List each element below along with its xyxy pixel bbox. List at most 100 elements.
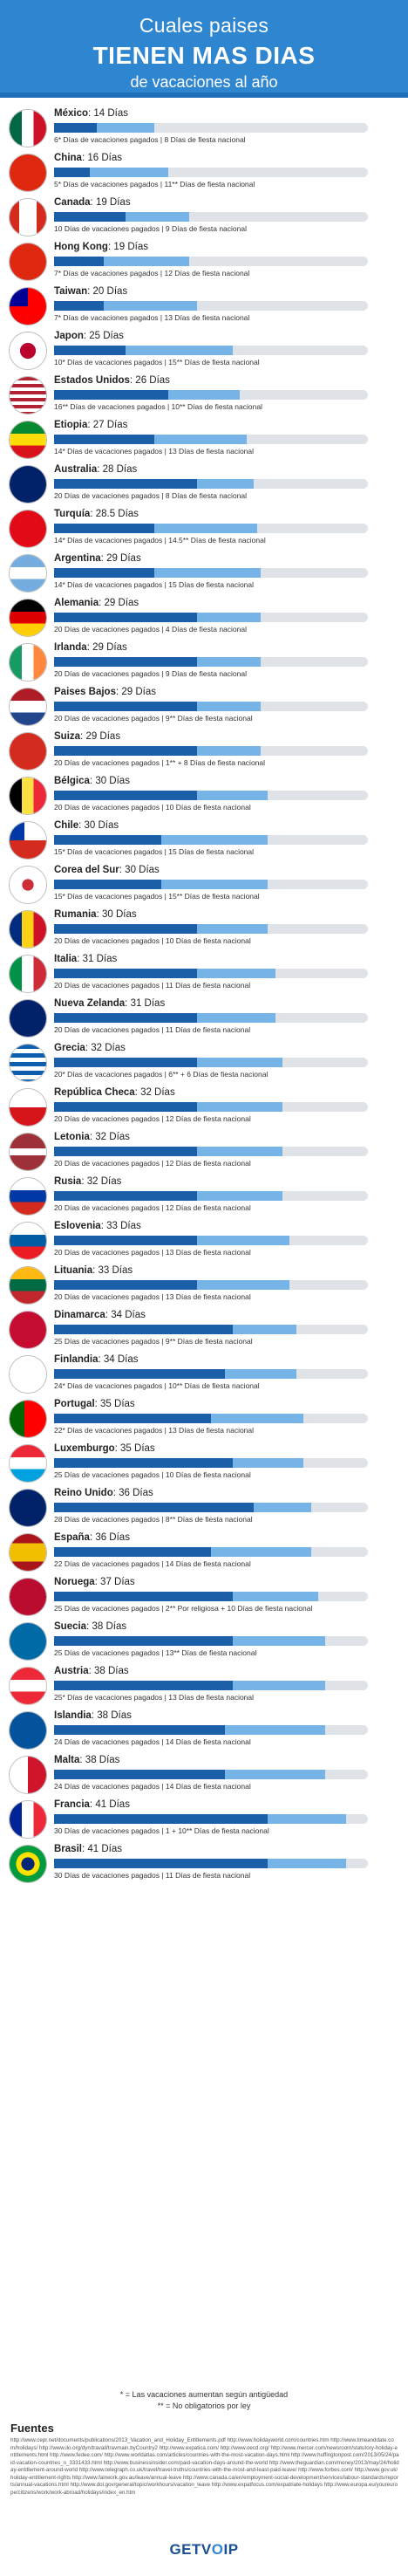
days-breakdown: 20* Días de vacaciones pagados | 6** + 6…	[54, 1070, 269, 1079]
days-bar	[54, 1503, 368, 1512]
country-row: Rusia: 32 Días 20 Días de vacaciones paga…	[0, 1175, 408, 1219]
country-title: República Checa: 32 Días	[54, 1087, 175, 1098]
paid-vacation-segment	[54, 1592, 233, 1601]
footnote-1: * = Las vacaciones aumentan según antigü…	[119, 2390, 289, 2399]
name-separator: :	[81, 153, 88, 163]
country-title: Austria: 38 Días	[54, 1666, 129, 1676]
country-row: Lituania: 33 Días 20 Días de vacaciones p…	[0, 1264, 408, 1308]
holiday-segment	[196, 746, 262, 756]
country-row: Luxemburgo: 35 Días 25 Días de vacaciones…	[0, 1442, 408, 1486]
country-row: Dinamarca: 34 Días 25 Días de vacaciones …	[0, 1308, 408, 1353]
name-separator: :	[81, 1176, 87, 1187]
greece-flag-icon	[9, 1044, 47, 1082]
days-bar	[54, 1681, 368, 1690]
holiday-segment	[196, 1147, 282, 1156]
header-line2: TIENEN MAS DIAS	[92, 42, 316, 69]
paid-vacation-segment	[54, 880, 161, 889]
days-breakdown: 22* Días de vacaciones pagados | 13 Días…	[54, 1426, 255, 1435]
paid-vacation-segment	[54, 524, 154, 533]
name-separator: :	[114, 1443, 121, 1454]
country-title: Taiwan: 20 Días	[54, 286, 127, 297]
country-row: Grecia: 32 Días 20* Días de vacaciones pa…	[0, 1041, 408, 1086]
days-breakdown: 20 Días de vacaciones pagados | 12 Días …	[54, 1159, 251, 1168]
paid-vacation-segment	[54, 479, 197, 489]
country-row: Francia: 41 Días 30 Días de vacaciones pa…	[0, 1798, 408, 1842]
switzerland-flag-icon	[9, 732, 47, 771]
paid-vacation-segment	[54, 1013, 197, 1023]
country-name: Reino Unido	[54, 1488, 113, 1498]
name-separator: :	[100, 553, 107, 564]
sources-text: http://www.cepr.net/documents/publicatio…	[10, 2437, 399, 2496]
holiday-segment	[196, 1280, 289, 1290]
name-separator: :	[85, 1043, 92, 1053]
paid-vacation-segment	[54, 1414, 211, 1423]
country-row: Noruega: 37 Días 25 Días de vacaciones pa…	[0, 1575, 408, 1620]
holiday-segment	[153, 568, 262, 578]
country-row: Italia: 31 Días 20 Días de vacaciones pag…	[0, 952, 408, 997]
holiday-segment	[196, 702, 262, 711]
total-days: 34 Días	[103, 1354, 139, 1365]
holiday-segment	[153, 435, 247, 444]
country-title: México: 14 Días	[54, 108, 128, 119]
country-name: Noruega	[54, 1577, 95, 1587]
holiday-segment	[232, 1681, 325, 1690]
name-separator: :	[134, 1087, 141, 1098]
country-title: Italia: 31 Días	[54, 954, 117, 964]
days-breakdown: 20 Días de vacaciones pagados | 9 Días d…	[54, 669, 247, 678]
logo-part2: V	[201, 2541, 212, 2558]
country-name: Lituania	[54, 1265, 93, 1276]
sources-title: Fuentes	[10, 2422, 54, 2435]
name-separator: :	[129, 375, 136, 386]
country-title: Brasil: 41 Días	[54, 1844, 122, 1854]
total-days: 29 Días	[104, 598, 139, 608]
paid-vacation-segment	[54, 346, 126, 355]
days-breakdown: 25 Días de vacaciones pagados | 10 Días …	[54, 1470, 251, 1479]
holiday-segment	[225, 1770, 325, 1779]
country-row: Portugal: 35 Días 22* Días de vacaciones …	[0, 1397, 408, 1442]
total-days: 34 Días	[111, 1310, 146, 1320]
country-title: Eslovenia: 33 Días	[54, 1221, 141, 1231]
days-bar	[54, 702, 368, 711]
country-name: Bélgica	[54, 776, 90, 786]
name-separator: :	[78, 820, 85, 831]
holiday-segment	[232, 1592, 318, 1601]
days-bar	[54, 746, 368, 756]
paid-vacation-segment	[54, 1369, 226, 1379]
belgium-flag-icon	[9, 777, 47, 815]
country-row: Australia: 28 Días 20 Días de vacaciones …	[0, 462, 408, 507]
days-bar	[54, 390, 368, 400]
country-row: República Checa: 32 Días 20 Días de vacac…	[0, 1086, 408, 1130]
days-bar	[54, 1013, 368, 1023]
country-row: Brasil: 41 Días 30 Días de vacaciones pag…	[0, 1842, 408, 1887]
days-bar	[54, 835, 368, 845]
country-title: Suiza: 29 Días	[54, 731, 120, 742]
holiday-segment	[196, 657, 262, 667]
name-separator: :	[91, 1710, 98, 1721]
germany-flag-icon	[9, 599, 47, 637]
total-days: 38 Días	[92, 1621, 127, 1632]
paid-vacation-segment	[54, 212, 126, 222]
name-separator: :	[112, 1488, 119, 1498]
country-name: Turquía	[54, 509, 91, 519]
days-bar	[54, 568, 368, 578]
days-bar	[54, 301, 368, 311]
name-separator: :	[88, 1666, 95, 1676]
country-title: Letonia: 32 Días	[54, 1132, 130, 1142]
logo-part3: O	[211, 2541, 224, 2558]
paid-vacation-segment	[54, 1102, 197, 1112]
country-row: España: 36 Días 22 Días de vacaciones pag…	[0, 1531, 408, 1575]
brazil-flag-icon	[9, 1845, 47, 1883]
paid-vacation-segment	[54, 301, 105, 311]
country-title: Argentina: 29 Días	[54, 553, 141, 564]
canada-flag-icon	[9, 198, 47, 236]
total-days: 32 Días	[91, 1043, 126, 1053]
total-days: 35 Días	[120, 1443, 155, 1454]
name-separator: :	[77, 954, 83, 964]
country-title: Estados Unidos: 26 Días	[54, 375, 170, 386]
name-separator: :	[105, 1310, 112, 1320]
days-bar	[54, 257, 368, 266]
country-title: Paises Bajos: 29 Días	[54, 687, 156, 697]
name-separator: :	[90, 197, 96, 208]
total-days: 32 Días	[140, 1087, 175, 1098]
country-row: Corea del Sur: 30 Días 15* Días de vacaci…	[0, 863, 408, 908]
